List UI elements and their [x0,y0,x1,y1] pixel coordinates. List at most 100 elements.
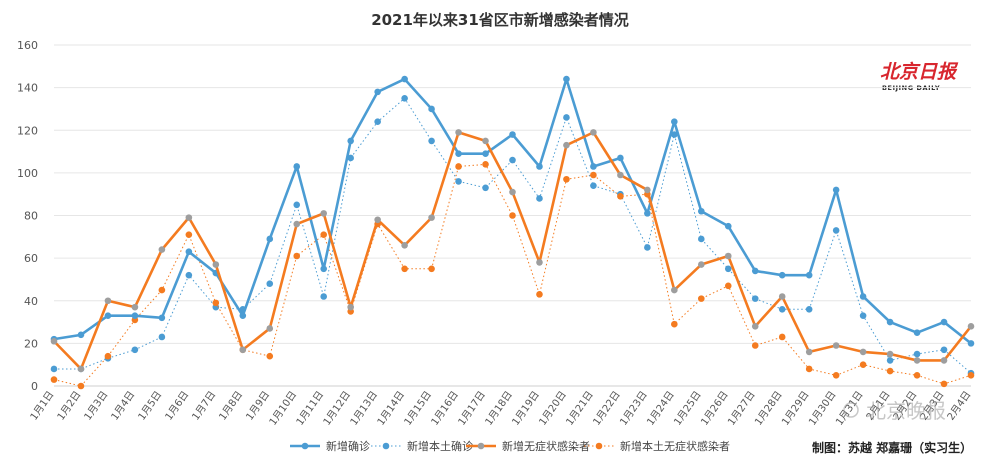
data-point [482,150,489,157]
y-tick-label: 100 [17,167,38,180]
y-tick-label: 40 [24,295,38,308]
legend-label: 新增无症状感染者 [502,439,590,453]
data-point [185,271,193,279]
data-point [158,333,166,341]
legend-entry: 新增无症状感染者 [466,439,590,453]
data-point [671,286,678,294]
data-point [859,293,867,300]
data-point [50,365,58,373]
data-point [886,318,894,326]
y-tick-label: 80 [24,210,38,223]
data-point [347,154,354,162]
data-point [940,318,948,326]
data-point [509,188,516,196]
data-point [751,323,759,330]
data-point [401,94,408,102]
data-point [401,242,408,249]
data-point [805,305,813,313]
data-point [940,346,948,354]
data-point [185,231,193,238]
data-point [293,163,301,170]
data-point [671,118,678,126]
data-point [131,346,139,354]
data-point [697,235,705,243]
data-point [671,131,678,138]
data-point [967,372,975,379]
data-point [158,286,166,294]
data-point [644,244,651,251]
data-point [455,178,462,185]
data-point [347,303,354,311]
data-point [266,325,274,332]
data-point [104,312,112,319]
data-point [401,265,408,273]
data-point [859,361,867,368]
series-group [50,75,975,390]
data-point [104,297,112,305]
data-point [455,129,462,136]
data-point [940,380,948,388]
data-point [509,156,516,164]
data-point [590,163,597,170]
data-point [886,367,894,375]
data-point [266,280,274,288]
y-tick-label: 0 [31,380,38,393]
logo-text: 北京日报 [880,61,959,83]
data-point [77,382,85,390]
data-point [428,137,435,145]
legend-marker [301,442,309,450]
data-point [563,175,570,183]
data-point [104,352,112,360]
chart-title: 2021年以来31省区市新增感染者情况 [371,11,629,29]
data-point [697,261,705,268]
data-point [778,333,786,341]
data-point [50,376,58,383]
data-point [832,186,840,194]
watermark-text: 北京晚报 [866,399,946,423]
data-point [482,184,489,192]
data-point [778,271,786,279]
data-point [320,293,328,300]
data-point [644,186,651,194]
data-point [778,305,786,313]
data-point [320,265,328,273]
data-point [724,265,732,273]
x-tick-label: 1月2日 [55,389,84,423]
data-point [967,340,975,347]
x-tick-label: 1月7日 [190,389,219,423]
data-point [374,88,381,96]
data-point [617,154,624,162]
watermark-icon [843,402,859,418]
data-point [671,320,678,328]
data-point [886,350,894,358]
data-point [751,295,759,302]
data-point [131,312,139,319]
y-tick-label: 160 [17,39,38,52]
data-point [617,193,624,200]
data-point [590,129,597,136]
data-point [832,227,840,234]
data-point [617,171,624,179]
data-point [751,342,759,349]
x-tick-label: 2月4日 [945,389,974,423]
x-tick-label: 1月4日 [109,389,138,423]
legend-entry: 新增确诊 [290,439,370,453]
data-point [859,348,867,356]
data-point [913,372,921,379]
y-axis: 0 20 40 60 80 100 120 140 160 [17,39,38,393]
x-tick-label: 1月1日 [28,389,57,423]
data-point [482,137,489,145]
x-tick-label: 1月9日 [244,389,273,423]
x-tick-label: 1月6日 [163,389,192,423]
legend-marker [595,442,603,450]
data-point [590,182,597,189]
data-point [347,137,354,145]
data-point [940,357,948,364]
data-point [563,75,570,83]
data-point [913,329,921,337]
data-point [374,216,381,224]
data-point [212,261,220,268]
data-point [455,150,462,157]
y-tick-label: 140 [17,82,38,95]
